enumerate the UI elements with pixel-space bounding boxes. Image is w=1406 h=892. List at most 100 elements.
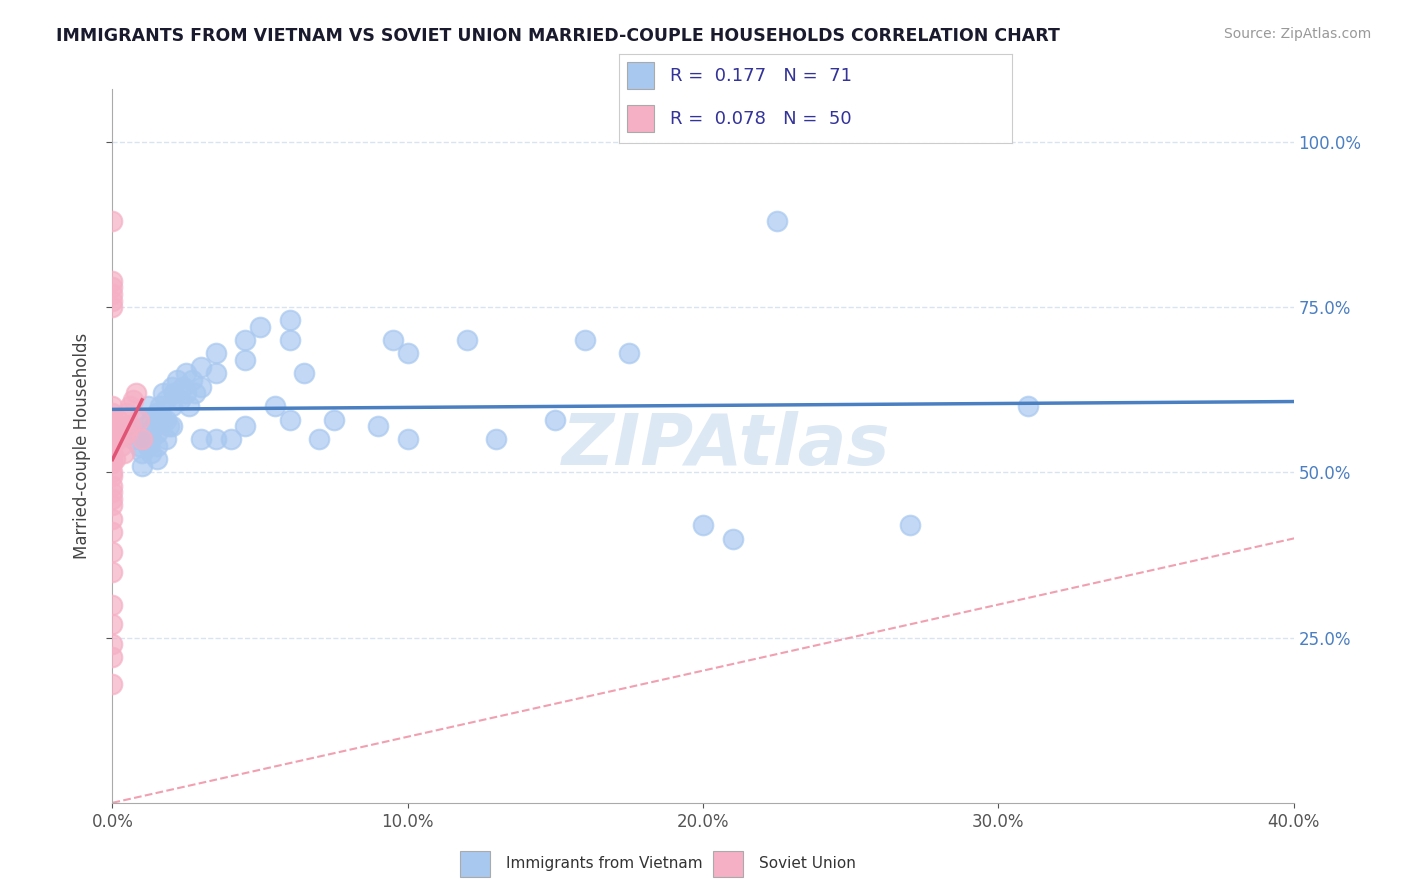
Point [382,333,405,347]
Point [122,392,145,407]
Point [619,346,641,360]
Point [101,598,124,612]
Point [292,367,315,381]
Point [101,425,124,440]
Point [456,333,478,347]
Point [160,400,183,414]
Point [107,412,129,426]
Point [721,532,744,546]
Point [323,412,346,426]
Point [125,386,148,401]
Point [233,419,256,434]
Point [101,545,124,559]
Point [136,439,159,453]
Point [122,433,145,447]
Point [101,524,124,539]
Point [163,386,186,401]
Text: R =  0.078   N =  50: R = 0.078 N = 50 [669,110,852,128]
Point [110,419,132,434]
Point [112,425,135,440]
Point [155,392,177,407]
Point [544,412,567,426]
Point [101,280,124,294]
Point [117,406,138,420]
Point [139,445,162,459]
Point [160,419,183,434]
Point [574,333,596,347]
Point [104,452,127,467]
Point [146,452,169,467]
Point [104,419,127,434]
Point [172,379,194,393]
Bar [460,851,491,877]
Point [117,419,138,434]
Point [367,419,389,434]
Point [101,406,124,420]
Point [101,468,124,483]
Text: IMMIGRANTS FROM VIETNAM VS SOVIET UNION MARRIED-COUPLE HOUSEHOLDS CORRELATION CH: IMMIGRANTS FROM VIETNAM VS SOVIET UNION … [56,27,1060,45]
Point [160,379,183,393]
Text: ZIPAtlas: ZIPAtlas [562,411,891,481]
Point [101,274,124,288]
Bar [713,851,744,877]
Point [131,445,153,459]
Point [766,214,789,228]
Point [190,359,212,374]
Point [101,300,124,314]
Point [149,400,172,414]
Text: Soviet Union: Soviet Union [759,855,856,871]
Point [152,386,174,401]
Point [139,412,162,426]
Point [396,346,419,360]
Point [125,425,148,440]
Point [485,433,508,447]
Point [249,320,271,334]
Bar [627,105,654,132]
Point [101,452,124,467]
Point [101,677,124,691]
Point [131,433,153,447]
Point [128,439,150,453]
Text: Source: ZipAtlas.com: Source: ZipAtlas.com [1223,27,1371,41]
Point [219,433,242,447]
Bar [627,62,654,89]
Point [134,419,156,434]
Point [120,419,142,434]
Point [233,353,256,368]
Point [146,425,169,440]
Point [131,433,153,447]
Point [233,333,256,347]
Point [101,617,124,632]
Point [205,346,228,360]
Point [117,425,138,440]
Point [157,419,180,434]
Text: R =  0.177   N =  71: R = 0.177 N = 71 [669,67,852,85]
Point [155,412,177,426]
Point [136,400,159,414]
Point [107,433,129,447]
Point [190,379,212,393]
Point [101,214,124,228]
Point [136,425,159,440]
Point [308,433,330,447]
Point [101,499,124,513]
Point [128,412,150,426]
Point [101,650,124,665]
Point [101,287,124,301]
Point [101,466,124,480]
Point [396,433,419,447]
Point [181,373,204,387]
Point [169,392,191,407]
Point [278,412,301,426]
Point [174,386,197,401]
Point [101,419,124,434]
Point [110,439,132,453]
Point [101,429,124,443]
Point [101,478,124,492]
Point [104,433,127,447]
Point [184,386,207,401]
Point [898,518,921,533]
Point [155,433,177,447]
Point [101,637,124,651]
Point [101,412,124,426]
